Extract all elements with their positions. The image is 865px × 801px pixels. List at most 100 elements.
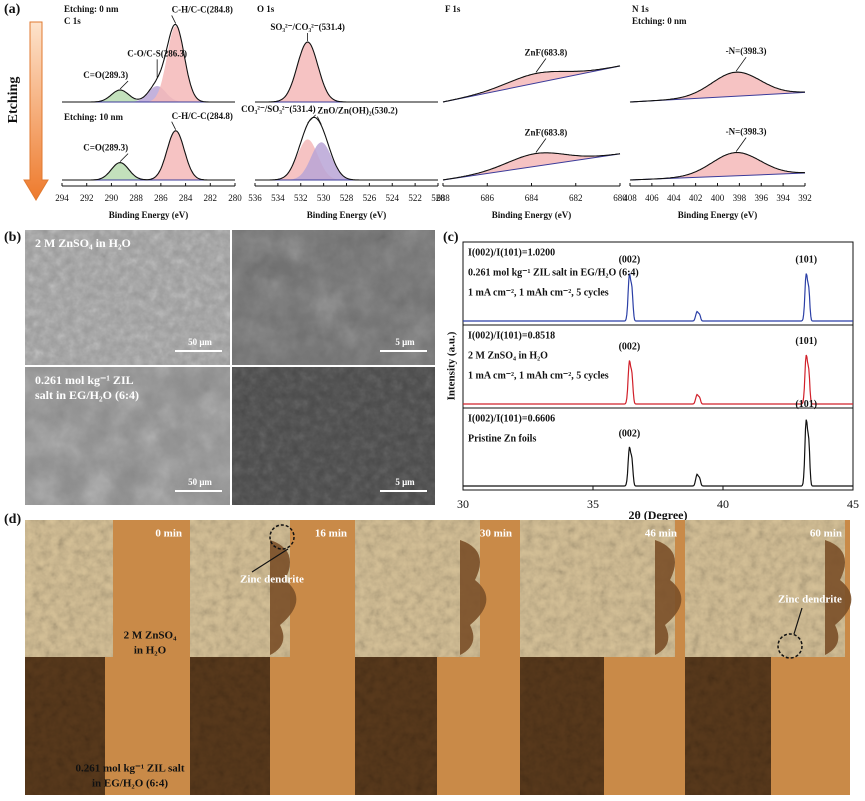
x-tick-label: 408 [623,193,637,203]
trace-note: I(002)/I(101)=1.0200 [468,247,555,258]
image-caption: 2 M ZnSO₄ in H₂O [35,236,131,250]
sem-texture [25,367,230,505]
image-caption: 0.261 mol kg⁻¹ ZIL [35,373,134,387]
time-label: 60 min [810,528,842,540]
trace-note: 1 mA cm⁻², 1 mAh cm⁻², 5 cycles [468,370,609,381]
x-tick-label: 288 [129,193,143,203]
dendrite [655,540,682,657]
x-tick-label: 534 [271,193,285,203]
annotation-arrow [793,607,803,635]
etching-label: Etching: 0 nm [632,16,687,26]
peak-label: (002) [619,342,641,353]
leader [535,58,547,73]
x-tick-label: 290 [105,193,119,203]
x-axis-label: Binding Energy (eV) [678,210,758,220]
x-tick-label: 280 [228,193,242,203]
peak-label: (002) [619,428,641,439]
leader [119,153,129,162]
x-axis-label: 2θ (Degree) [628,508,687,522]
etching-label: Etching: 0 nm [64,4,119,14]
subplot-title: N 1s [632,4,649,14]
peak-label: ZnF(683.8) [525,128,568,138]
envelope [629,71,805,103]
y-axis-label: Intensity (a.u.) [446,331,458,400]
x-tick-label: 688 [436,193,450,203]
sem-texture [232,367,435,505]
time-label: 46 min [645,528,677,540]
sem-texture [232,230,435,365]
trace-note: I(002)/I(101)=0.6606 [468,413,555,424]
x-tick-label: 686 [481,193,495,203]
etching-label: Etching: 10 nm [64,112,124,122]
scale-label: 5 μm [395,337,415,347]
subplot-title: C 1s [64,16,81,26]
envelope [62,23,235,103]
x-tick-label: 680 [613,193,627,203]
peak-fill [62,130,235,180]
electrode-texture [355,657,437,795]
envelope [62,130,235,181]
peak-fill [255,142,438,180]
leader [307,114,316,124]
peak-label: SO₃²⁻/CO₃²⁻(531.4) [270,22,345,32]
panel-label: (a) [4,2,21,17]
subplot-title: O 1s [257,4,275,14]
peak-label: CO₃²⁻/SO₃²⁻(531.4) [241,104,316,114]
scale-label: 50 μm [188,477,212,487]
image-caption: salt in EG/H₂O (6:4) [35,388,139,402]
x-tick-label: 520 [431,193,445,203]
envelope [442,152,621,181]
xrd-trace [463,419,853,487]
peak-label: ZnO/Zn(OH)₂(530.2) [317,106,397,116]
x-tick-label: 532 [294,193,308,203]
leader [316,116,322,125]
x-tick-label: 684 [525,193,539,203]
x-tick-label: 35 [587,497,599,511]
peak-label: C=O(289.3) [83,70,128,80]
panel-label: (c) [443,230,459,245]
leader [171,121,177,130]
peak-label: C=O(289.3) [83,143,128,153]
peak-fill [62,86,235,102]
leader [735,56,747,72]
scale-label: 50 μm [188,337,212,347]
time-label: 30 min [480,528,512,540]
peak-fill [630,152,805,180]
envelope [255,41,438,103]
x-tick-label: 398 [733,193,747,203]
row-label: in EG/H₂O (6:4) [92,778,168,790]
dendrite [460,540,487,657]
x-axis-label: Binding Energy (eV) [109,210,189,220]
sem-texture [25,230,230,365]
peak-fill [255,139,438,180]
electrode-texture [685,520,845,657]
xrd-trace [463,354,853,405]
x-tick-label: 392 [798,193,812,203]
electrode-texture [25,657,105,795]
baseline [442,65,621,103]
x-tick-label: 522 [408,193,422,203]
x-tick-label: 294 [55,193,69,203]
peak-label: (101) [795,336,817,347]
annotation: Zinc dendrite [240,574,304,586]
peak-label: (101) [795,399,817,410]
electrode-texture [520,520,675,657]
x-tick-label: 400 [711,193,725,203]
panel-label: (b) [4,230,21,245]
arrow-label: Etching [6,77,21,124]
x-tick-label: 45 [847,497,859,511]
envelope [629,152,806,181]
electrode-texture [520,657,604,795]
panel-label: (d) [4,512,21,527]
peak-fill [62,26,235,102]
envelope [255,116,438,181]
x-tick-label: 404 [667,193,681,203]
subplot-title: F 1s [445,4,461,14]
time-label: 0 min [155,528,182,540]
dendrite [270,540,297,657]
peak-label: (101) [795,254,817,265]
peak-fill [255,42,438,102]
x-tick-label: 528 [340,193,354,203]
x-tick-label: 292 [80,193,94,203]
